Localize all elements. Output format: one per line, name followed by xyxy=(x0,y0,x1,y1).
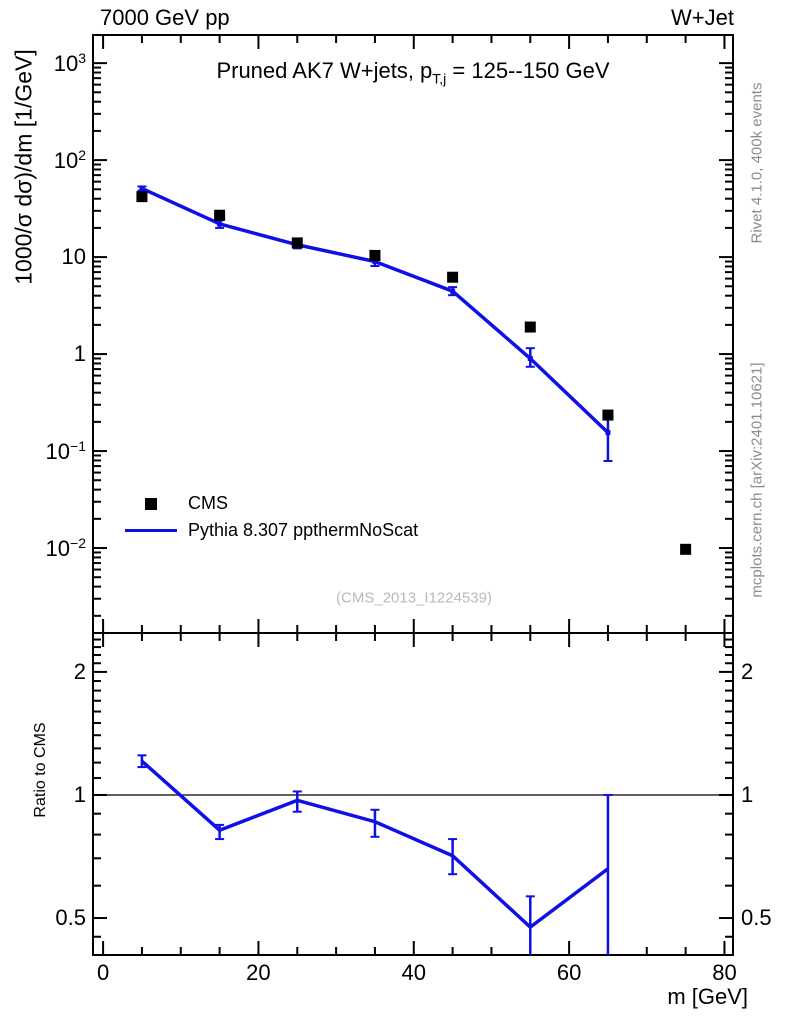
side-note-source: mcplots.cern.ch [arXiv:2401.10621] xyxy=(748,362,766,598)
xtick-label: 80 xyxy=(712,960,737,985)
main-ytick-label: 103 xyxy=(53,49,86,77)
legend-label-cms: CMS xyxy=(188,493,228,513)
ratio-ytick-label-left: 0.5 xyxy=(55,905,86,931)
cms-series-main xyxy=(136,191,692,555)
axis-ticks xyxy=(93,35,733,955)
cms-data-point xyxy=(524,321,536,333)
pythia-marker-cell xyxy=(123,529,179,532)
pythia-point-marker xyxy=(450,288,456,294)
main-ytick-label: 10 xyxy=(61,244,86,270)
legend: CMS Pythia 8.307 ppthermNoScat xyxy=(123,490,418,544)
cms-data-point xyxy=(447,271,459,283)
plot-title: Pruned AK7 W+jets, pT,j = 125--150 GeV xyxy=(93,58,733,86)
ratio-ytick-label-right: 2 xyxy=(741,658,754,684)
pythia-point-marker xyxy=(139,185,145,191)
watermark-analysis-id: (CMS_2013_I1224539) xyxy=(336,589,492,607)
cms-data-point xyxy=(214,209,226,221)
y-axis-label-main: 1000/σ dσ)/dm [1/GeV] xyxy=(10,49,37,285)
legend-label-pythia: Pythia 8.307 ppthermNoScat xyxy=(188,520,419,540)
plot-title-sub: T,j xyxy=(432,70,447,87)
pythia-point-marker xyxy=(605,430,611,436)
ratio-ytick-label-left: 2 xyxy=(73,658,86,684)
pythia-line-marker-icon xyxy=(125,529,177,532)
xtick-label: 0 xyxy=(96,960,110,985)
header-process: W+Jet xyxy=(671,5,734,30)
cms-data-point xyxy=(291,237,303,249)
pythia-line xyxy=(141,186,610,434)
cms-data-point xyxy=(136,191,148,203)
pythia-series-main xyxy=(137,185,613,462)
ratio-ytick-label-left: 1 xyxy=(73,781,86,807)
main-ytick-label: 10−1 xyxy=(45,437,86,465)
ratio-line xyxy=(140,759,610,930)
main-ytick-label: 10−2 xyxy=(45,534,86,562)
cms-data-point xyxy=(369,249,381,261)
xtick-label: 20 xyxy=(246,960,271,985)
cms-data-point xyxy=(680,543,692,555)
y-axis-label-ratio: Ratio to CMS xyxy=(32,722,49,818)
pythia-point-marker xyxy=(372,259,378,265)
x-axis-label: m [GeV] xyxy=(667,984,748,1009)
side-note-generator: Rivet 4.1.0, 400k events xyxy=(748,82,766,244)
ratio-panel-frame xyxy=(92,632,734,956)
pythia-point-marker xyxy=(217,221,223,227)
main-ytick-label: 1 xyxy=(73,341,86,367)
cms-marker-cell xyxy=(123,497,179,510)
ratio-ytick-label-right: 1 xyxy=(741,781,754,807)
pythia-point-marker xyxy=(527,356,533,362)
cms-data-point xyxy=(602,409,614,421)
legend-item-pythia: Pythia 8.307 ppthermNoScat xyxy=(123,517,418,544)
header-beam-energy: 7000 GeV pp xyxy=(100,5,230,30)
plot-title-pre: Pruned AK7 W+jets, p xyxy=(216,58,433,83)
plot-title-post: = 125--150 GeV xyxy=(446,58,610,83)
cms-square-marker-icon xyxy=(145,497,157,510)
ratio-ytick-label-right: 0.5 xyxy=(741,905,772,931)
ratio-series xyxy=(137,754,613,955)
main-ytick-label: 102 xyxy=(53,146,86,174)
xtick-label: 60 xyxy=(556,960,582,985)
xtick-label: 40 xyxy=(401,960,427,985)
legend-item-cms: CMS xyxy=(123,490,418,517)
